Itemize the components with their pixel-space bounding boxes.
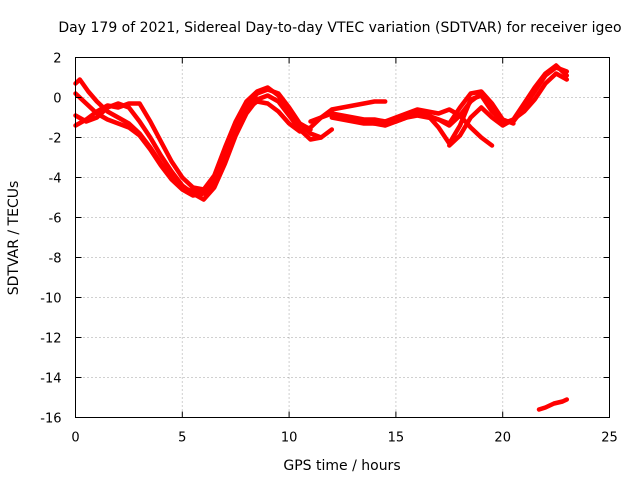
series-track-9 <box>447 63 570 148</box>
chart-title: Day 179 of 2021, Sidereal Day-to-day VTE… <box>58 20 621 36</box>
y-axis-label: SDTVAR / TECUs <box>6 181 22 296</box>
series-track-3 <box>73 93 335 202</box>
y-tick-label: -16 <box>40 412 61 427</box>
plot-frame <box>75 57 610 418</box>
y-tick-label: -12 <box>40 332 61 347</box>
series-track-4 <box>73 99 388 192</box>
series-track-1 <box>73 77 313 194</box>
x-tick-label: 10 <box>281 431 298 446</box>
y-tick-label: -10 <box>40 292 61 307</box>
y-tick-label: -8 <box>49 252 62 267</box>
y-tick-label: 0 <box>53 92 61 107</box>
grid-layer <box>75 57 610 418</box>
y-tick-label: -14 <box>40 372 61 387</box>
x-tick-label: 25 <box>601 431 618 446</box>
series-track-10 <box>536 397 570 412</box>
y-tick-label: -2 <box>49 132 62 147</box>
series-layer <box>73 63 570 412</box>
x-tick-label: 0 <box>71 431 79 446</box>
y-tick-label: -4 <box>49 172 62 187</box>
y-tick-label: 2 <box>53 52 61 67</box>
x-tick-label: 15 <box>388 431 405 446</box>
x-axis-label: GPS time / hours <box>283 458 400 474</box>
x-tick-label: 5 <box>178 431 186 446</box>
x-tick-label: 20 <box>494 431 511 446</box>
y-tick-label: -6 <box>49 212 62 227</box>
